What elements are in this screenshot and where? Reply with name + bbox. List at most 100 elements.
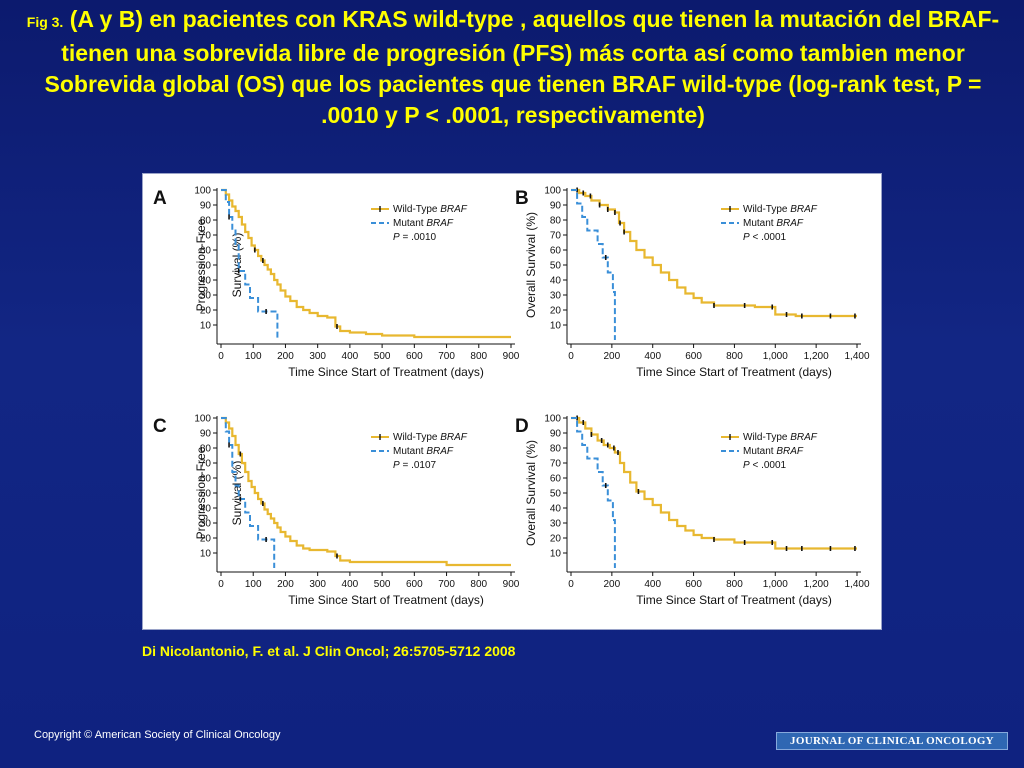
y-tick-label: 10 [550,321,562,332]
x-tick-label: 800 [470,351,487,362]
x-tick-label: 800 [470,579,487,590]
y-tick-label: 60 [550,246,562,257]
y-tick-label: 50 [550,261,562,272]
figure-label: Fig 3. [26,14,64,30]
y-axis-title: Overall Survival (%) [524,440,538,546]
panel-letter: C [153,416,167,437]
y-tick-label: 70 [200,231,212,242]
x-tick-label: 300 [309,351,326,362]
legend-entry: Wild-Type BRAF [393,432,468,443]
x-tick-label: 400 [644,579,661,590]
x-axis-title: Time Since Start of Treatment (days) [288,365,484,379]
x-tick-label: 0 [568,351,574,362]
x-tick-label: 700 [438,351,455,362]
y-tick-label: 10 [550,549,562,560]
y-tick-label: 80 [200,444,212,455]
y-tick-label: 30 [550,519,562,530]
x-tick-label: 400 [342,579,359,590]
y-axis-title: Survival (%) [230,233,244,298]
mutant-braf-curve [221,417,276,568]
y-tick-label: 20 [200,306,212,317]
y-tick-label: 40 [550,504,562,515]
p-value-label: P < .0001 [743,232,787,243]
y-tick-label: 20 [200,534,212,545]
y-tick-label: 100 [194,414,211,425]
x-axis-title: Time Since Start of Treatment (days) [636,365,832,379]
legend-entry: Wild-Type BRAF [743,432,818,443]
y-tick-label: 80 [550,216,562,227]
panel-b: B 10 20 30 40 50 60 70 80 90 100 0 200 400 600 800 1,000… [515,186,870,380]
panel-a: A 10 20 30 40 50 60 70 80 90 100 0 100 200 300 400 500 60… [153,186,520,380]
x-tick-label: 600 [685,579,702,590]
y-tick-label: 50 [200,489,212,500]
x-tick-label: 100 [245,351,262,362]
x-tick-label: 600 [406,351,423,362]
wild-type-braf-curve [221,416,511,567]
wild-type-braf-curve [571,416,857,550]
y-tick-label: 90 [550,429,562,440]
mutant-braf-curve [571,417,616,568]
y-tick-label: 90 [200,429,212,440]
x-tick-label: 0 [568,579,574,590]
y-tick-label: 60 [200,474,212,485]
y-tick-label: 60 [550,474,562,485]
panel-letter: A [153,188,167,209]
x-tick-label: 200 [277,351,294,362]
x-axis-title: Time Since Start of Treatment (days) [636,593,832,607]
x-tick-label: 300 [309,579,326,590]
x-tick-label: 1,200 [804,579,829,590]
y-tick-label: 30 [550,291,562,302]
mutant-braf-curve [221,189,279,340]
panel-d: D 10 20 30 40 50 60 70 80 90 100 0 200 400 600 800 1,000… [515,414,870,608]
x-tick-label: 400 [342,351,359,362]
y-tick-label: 10 [200,549,212,560]
legend-entry: Mutant BRAF [743,218,804,229]
y-axis-title: Progression-Free [194,446,208,539]
y-axis-title: Progression-Free [194,218,208,311]
panel-letter: D [515,416,529,437]
x-tick-label: 900 [503,351,520,362]
x-tick-label: 0 [218,351,224,362]
y-tick-label: 90 [550,201,562,212]
x-tick-label: 100 [245,579,262,590]
x-tick-label: 1,400 [844,351,869,362]
panel-letter: B [515,188,529,209]
slide-title: Fig 3. (A y B) en pacientes con KRAS wil… [18,4,1008,131]
x-tick-label: 200 [604,579,621,590]
x-tick-label: 200 [604,351,621,362]
y-tick-label: 30 [200,519,212,530]
y-tick-label: 20 [550,306,562,317]
y-tick-label: 20 [550,534,562,545]
x-axis-title: Time Since Start of Treatment (days) [288,593,484,607]
legend-entry: Wild-Type BRAF [743,204,818,215]
x-tick-label: 500 [374,579,391,590]
x-tick-label: 1,200 [804,351,829,362]
y-tick-label: 40 [200,504,212,515]
p-value-label: P < .0001 [743,460,787,471]
x-tick-label: 1,000 [763,579,788,590]
figure-panel: A 10 20 30 40 50 60 70 80 90 100 0 100 200 300 400 500 60… [142,173,882,630]
y-tick-label: 10 [200,321,212,332]
p-value-label: P = .0010 [393,232,437,243]
y-tick-label: 100 [544,186,561,197]
mutant-braf-curve [571,189,616,340]
wild-type-braf-curve [221,188,511,339]
y-axis-title: Overall Survival (%) [524,212,538,318]
citation: Di Nicolantonio, F. et al. J Clin Oncol;… [142,643,516,659]
y-tick-label: 100 [194,186,211,197]
x-tick-label: 600 [685,351,702,362]
y-tick-label: 30 [200,291,212,302]
x-tick-label: 1,400 [844,579,869,590]
x-tick-label: 200 [277,579,294,590]
y-tick-label: 70 [550,459,562,470]
legend-entry: Mutant BRAF [393,218,454,229]
y-axis-title: Survival (%) [230,461,244,526]
y-tick-label: 100 [544,414,561,425]
panel-c: C 10 20 30 40 50 60 70 80 90 100 0 100 200 300 400 500 60… [153,414,520,608]
copyright-notice: Copyright © American Society of Clinical… [34,729,281,741]
legend-entry: Mutant BRAF [393,446,454,457]
x-tick-label: 600 [406,579,423,590]
x-tick-label: 500 [374,351,391,362]
x-tick-label: 800 [726,579,743,590]
x-tick-label: 800 [726,351,743,362]
